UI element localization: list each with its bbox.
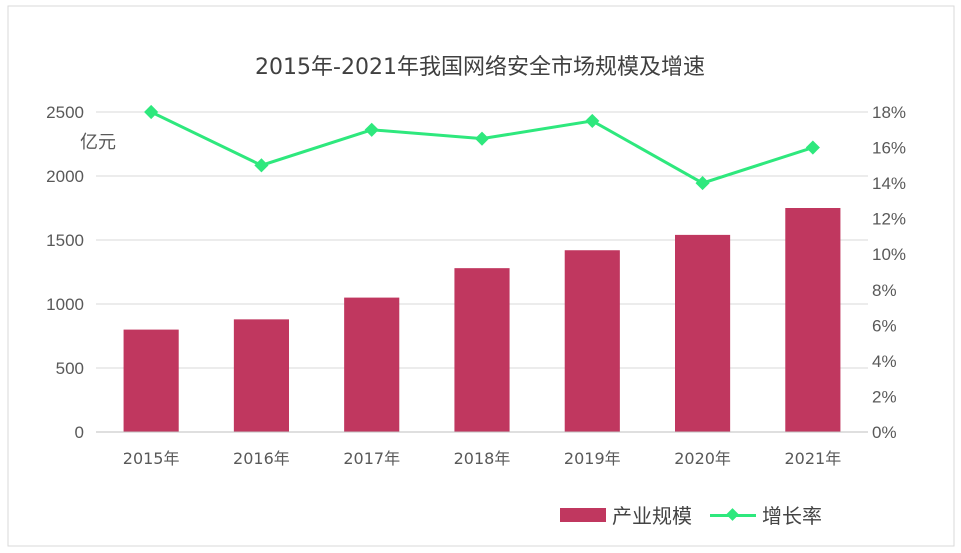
- y-right-tick-label: 6%: [872, 316, 897, 335]
- legend-item-line[interactable]: 增长率: [710, 500, 822, 529]
- legend-line-swatch: [710, 507, 756, 522]
- bar-2021年: [785, 208, 841, 432]
- legend-bar-label: 产业规模: [612, 504, 692, 528]
- bar-2017年: [344, 297, 400, 432]
- legend-item-bar[interactable]: 产业规模: [560, 500, 692, 529]
- x-tick-label: 2018年: [454, 449, 511, 468]
- y-left-tick-label: 0: [75, 423, 84, 442]
- x-tick-label: 2017年: [343, 449, 400, 468]
- y-right-tick-label: 10%: [872, 245, 906, 264]
- x-tick-label: 2016年: [233, 449, 290, 468]
- bar-2020年: [675, 234, 731, 432]
- bar-2019年: [564, 250, 620, 432]
- x-tick-label: 2020年: [674, 449, 731, 468]
- growth-point-2021年: [805, 140, 820, 155]
- x-tick-label: 2015年: [123, 449, 180, 468]
- y-right-tick-label: 18%: [872, 103, 906, 122]
- y-left-unit-label: 亿元: [80, 132, 116, 153]
- chart-title: 2015年-2021年我国网络安全市场规模及增速: [255, 55, 705, 80]
- bar-2015年: [123, 329, 179, 432]
- y-right-tick-label: 8%: [872, 281, 897, 300]
- y-right-tick-label: 14%: [872, 174, 906, 193]
- y-left-tick-label: 1500: [46, 231, 84, 250]
- y-right-tick-label: 12%: [872, 210, 906, 229]
- y-right-tick-label: 0%: [872, 423, 897, 442]
- bar-2016年: [233, 319, 289, 432]
- growth-point-2015年: [144, 104, 159, 120]
- bar-2018年: [454, 268, 510, 432]
- x-tick-label: 2021年: [784, 449, 841, 468]
- y-right-tick-label: 4%: [872, 352, 897, 371]
- growth-point-2017年: [364, 122, 379, 137]
- y-left-tick-label: 1000: [46, 295, 84, 314]
- y-right-tick-label: 2%: [872, 387, 897, 406]
- growth-point-2019年: [585, 113, 600, 128]
- legend-bar-swatch: [560, 507, 606, 522]
- legend: 产业规模 增长率: [560, 500, 840, 529]
- chart-border: [7, 5, 955, 547]
- growth-point-2020年: [695, 176, 710, 191]
- growth-point-2018年: [474, 131, 490, 146]
- y-left-tick-label: 500: [56, 359, 84, 378]
- y-right-tick-label: 16%: [872, 139, 906, 158]
- legend-line-label: 增长率: [762, 504, 822, 528]
- y-left-tick-label: 2000: [46, 167, 84, 186]
- growth-line: [150, 110, 814, 185]
- growth-point-2016年: [254, 158, 269, 173]
- y-left-tick-label: 2500: [46, 103, 84, 122]
- x-tick-label: 2019年: [564, 449, 621, 468]
